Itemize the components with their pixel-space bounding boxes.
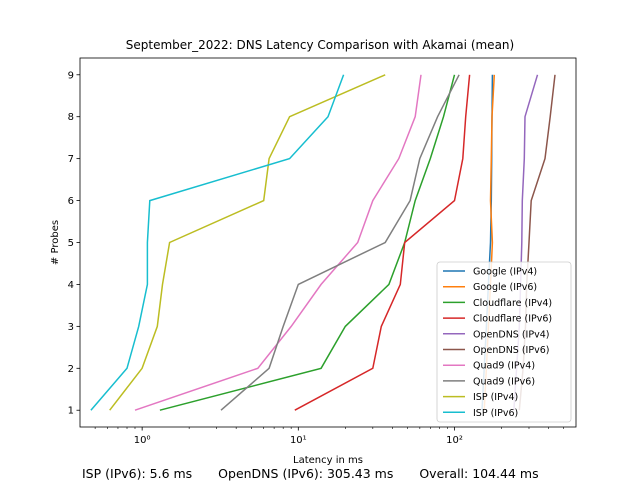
legend-label-7: Quad9 (IPv6) xyxy=(473,376,535,387)
footer-opendns: OpenDNS (IPv6): 305.43 ms xyxy=(218,466,394,481)
legend-box xyxy=(436,261,572,423)
y-tick-label-5: 5 xyxy=(68,238,74,249)
series-line-9 xyxy=(90,74,345,411)
legend-label-8: ISP (IPv4) xyxy=(473,392,518,403)
x-tick-label-0: 10⁰ xyxy=(134,435,151,446)
y-tick-label-4: 4 xyxy=(68,280,74,291)
legend-label-6: Quad9 (IPv4) xyxy=(473,361,535,372)
legend-label-4: OpenDNS (IPv4) xyxy=(473,329,549,340)
series-line-2 xyxy=(159,74,456,411)
y-axis-label: # Probes xyxy=(50,220,61,265)
y-tick-label-9: 9 xyxy=(68,70,74,81)
y-tick-label-2: 2 xyxy=(68,364,74,375)
legend-label-1: Google (IPv6) xyxy=(473,282,537,293)
legend-label-2: Cloudflare (IPv4) xyxy=(473,298,552,309)
y-tick-label-3: 3 xyxy=(68,322,74,333)
series-line-6 xyxy=(134,74,422,411)
y-tick-label-7: 7 xyxy=(68,154,74,165)
footer-stats: ISP (IPv6): 5.6 ms OpenDNS (IPv6): 305.4… xyxy=(82,466,539,481)
legend-label-5: OpenDNS (IPv6) xyxy=(473,345,549,356)
footer-isp: ISP (IPv6): 5.6 ms xyxy=(82,466,193,481)
series-line-7 xyxy=(220,74,460,411)
y-tick-label-8: 8 xyxy=(68,112,74,123)
footer-overall: Overall: 104.44 ms xyxy=(419,466,539,481)
legend-label-0: Google (IPv4) xyxy=(473,267,537,278)
x-tick-label-2: 10² xyxy=(446,435,463,446)
series-line-3 xyxy=(294,74,471,411)
legend-label-9: ISP (IPv6) xyxy=(473,408,518,419)
x-axis-label: Latency in ms xyxy=(293,455,363,466)
y-tick-label-1: 1 xyxy=(68,406,74,417)
series-line-8 xyxy=(109,74,386,411)
x-tick-label-1: 10¹ xyxy=(290,435,307,446)
chart-title: September_2022: DNS Latency Comparison w… xyxy=(125,38,515,52)
legend-label-3: Cloudflare (IPv6) xyxy=(473,314,552,325)
y-tick-label-6: 6 xyxy=(68,196,74,207)
